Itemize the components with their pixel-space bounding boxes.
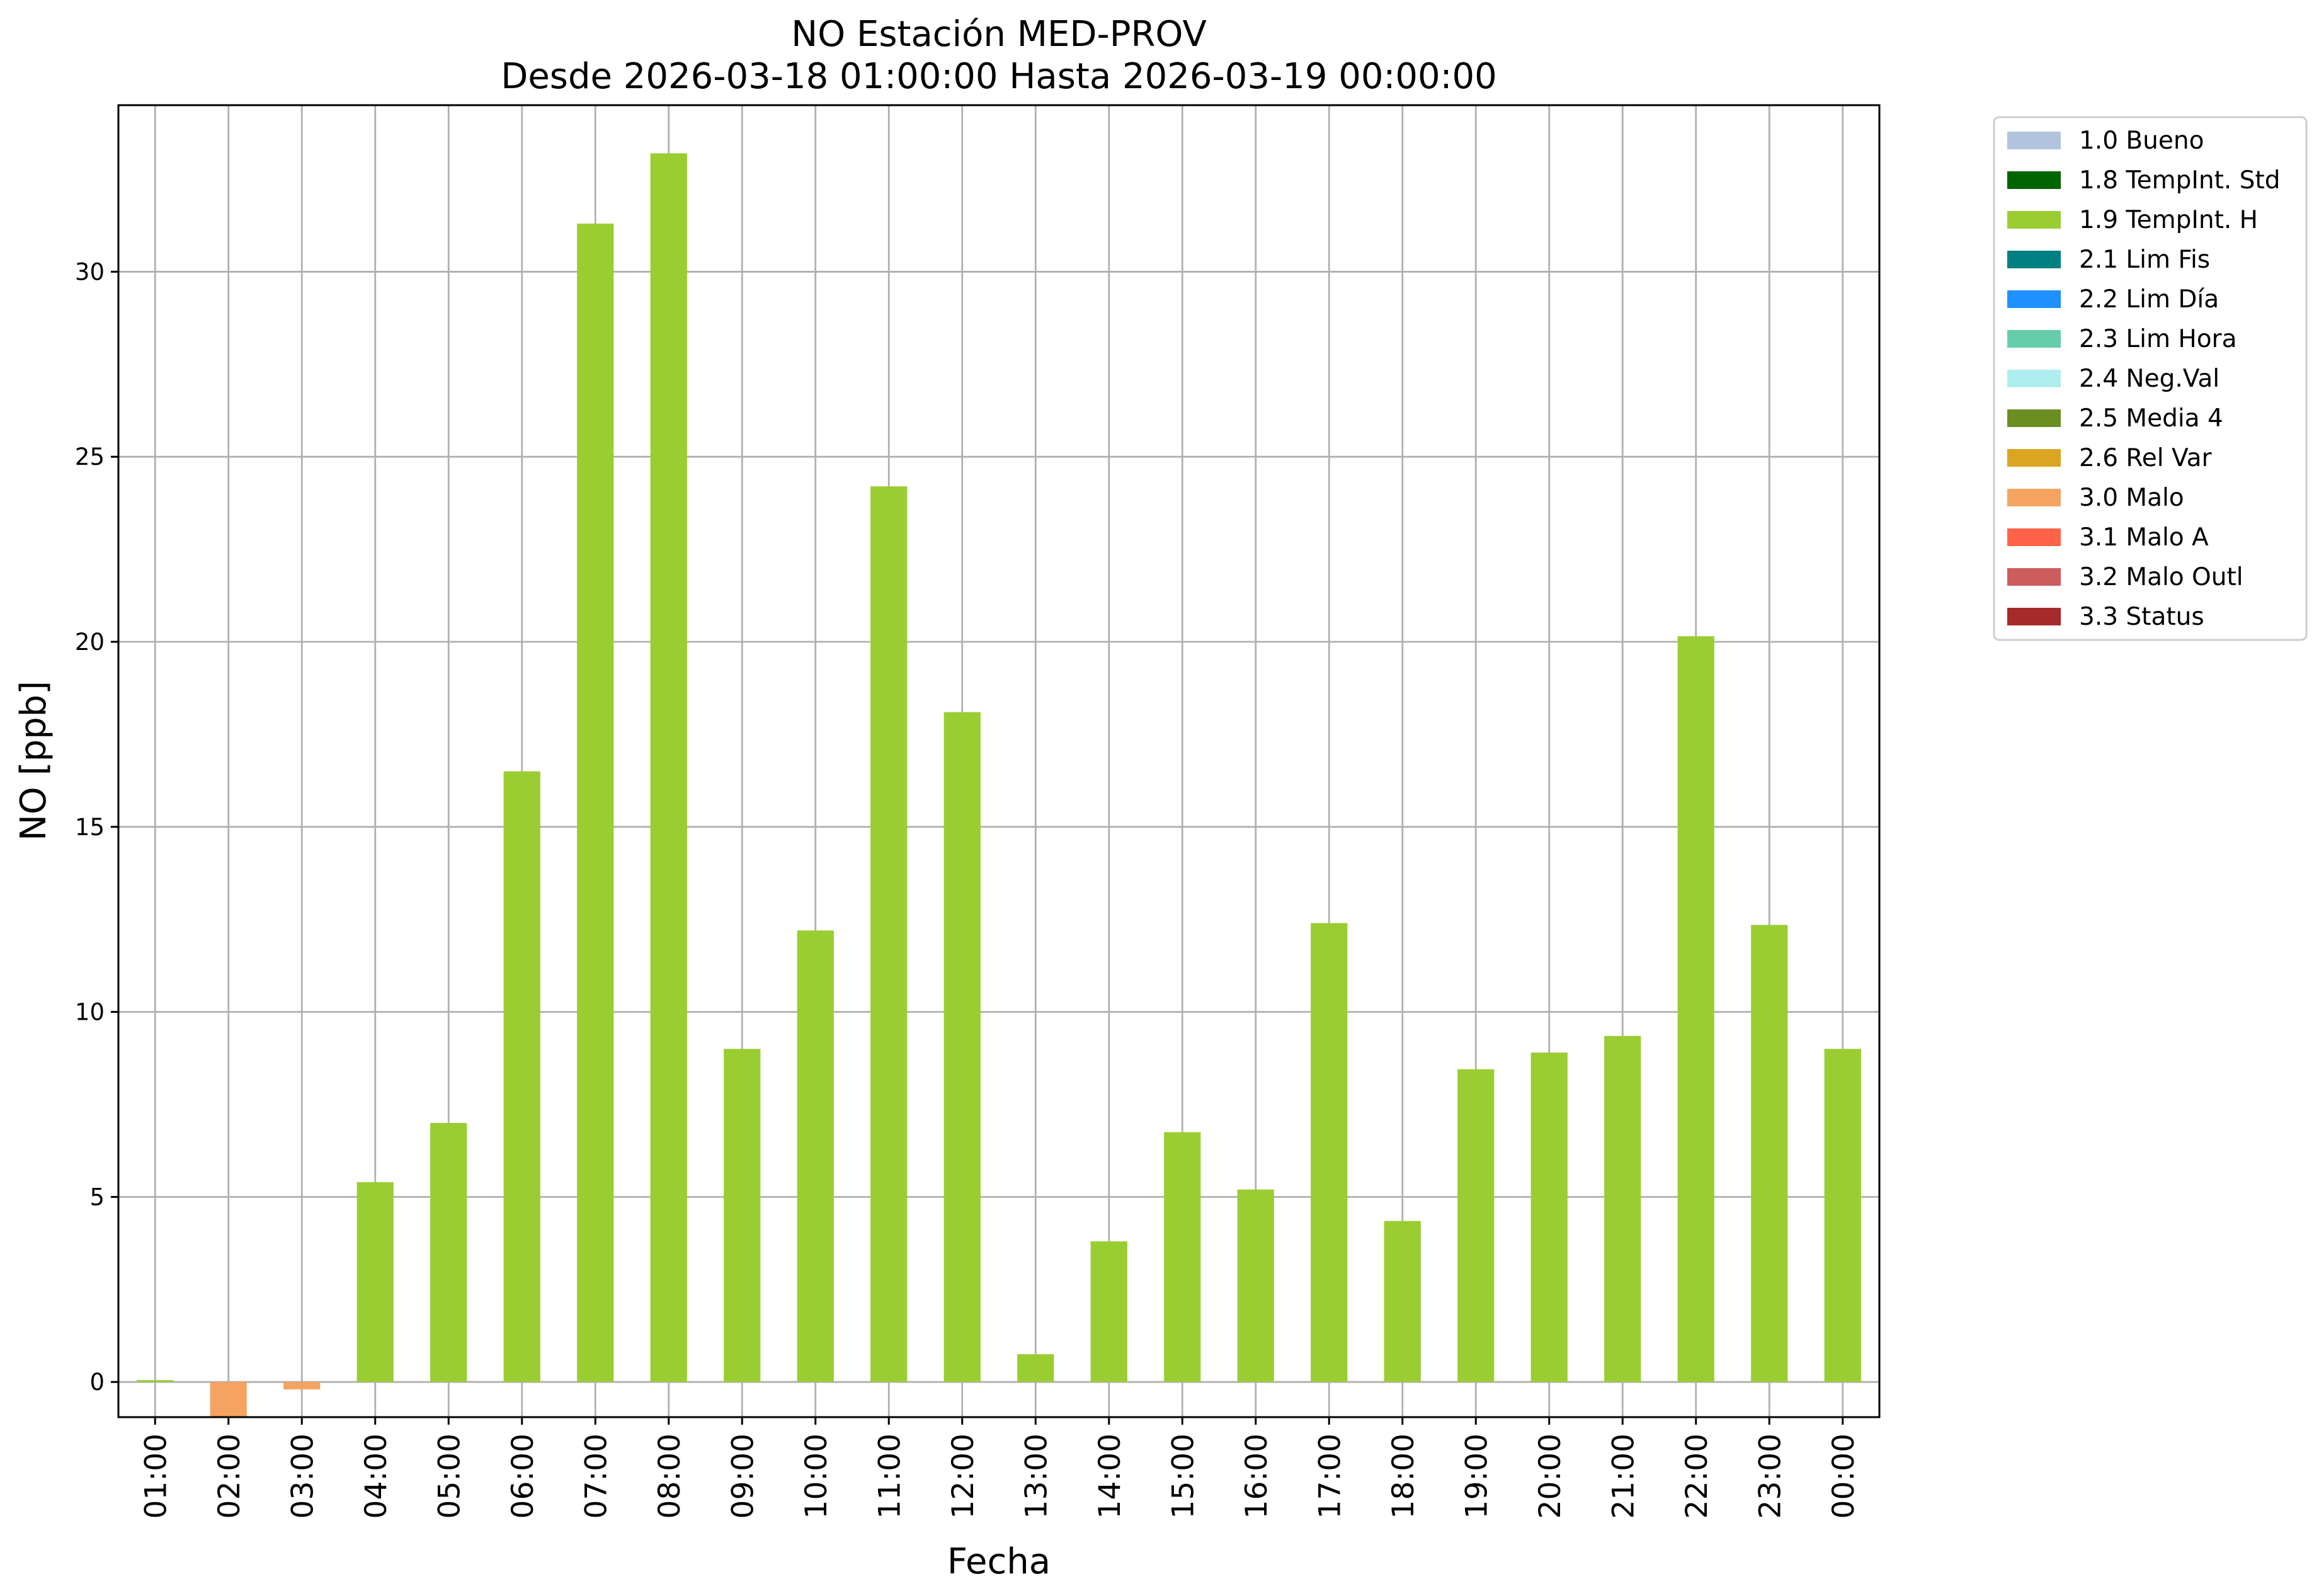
x-axis-ticks: 01:00 02:00 03:00 04:00 05:00 06:00 07:00 08:00… bbox=[139, 1417, 1861, 1519]
legend-label: 1.0 Bueno bbox=[2079, 127, 2204, 155]
legend-label: 2.1 Lim Fis bbox=[2079, 246, 2210, 274]
bar bbox=[1384, 1221, 1421, 1382]
legend-label: 2.3 Lim Hora bbox=[2079, 325, 2237, 353]
x-tick-label: 19:00 bbox=[1459, 1434, 1494, 1519]
x-tick-label: 18:00 bbox=[1386, 1434, 1421, 1519]
bar bbox=[1311, 923, 1348, 1382]
x-tick-label: 00:00 bbox=[1826, 1434, 1861, 1519]
legend-swatch bbox=[2007, 489, 2061, 506]
bar bbox=[1604, 1035, 1641, 1382]
bar bbox=[943, 712, 981, 1382]
x-tick-label: 22:00 bbox=[1680, 1434, 1714, 1519]
bar bbox=[356, 1182, 394, 1382]
y-tick-label: 0 bbox=[89, 1369, 105, 1396]
x-axis-label: Fecha bbox=[947, 1541, 1051, 1582]
x-tick-label: 03:00 bbox=[285, 1434, 320, 1519]
bar bbox=[503, 771, 540, 1382]
bar bbox=[577, 224, 614, 1382]
legend-label: 3.0 Malo bbox=[2079, 484, 2184, 512]
legend-swatch bbox=[2007, 370, 2061, 387]
y-tick-label: 15 bbox=[75, 814, 105, 841]
legend: 1.0 Bueno 1.8 TempInt. Std 1.9 TempInt. H 2… bbox=[1993, 116, 2308, 641]
legend-label: 3.1 Malo A bbox=[2079, 523, 2209, 552]
legend-frame bbox=[1993, 116, 2308, 641]
x-tick-label: 15:00 bbox=[1166, 1434, 1200, 1519]
legend-swatch bbox=[2007, 251, 2061, 268]
y-axis-ticks: 0 5 10 15 20 25 30 bbox=[75, 258, 118, 1396]
legend-swatch bbox=[2007, 608, 2061, 625]
bar bbox=[1530, 1052, 1568, 1382]
bar bbox=[797, 930, 834, 1382]
x-tick-label: 11:00 bbox=[872, 1434, 907, 1519]
bar bbox=[724, 1049, 761, 1382]
legend-label: 2.2 Lim Día bbox=[2079, 285, 2219, 314]
legend-swatch bbox=[2007, 211, 2061, 229]
x-tick-label: 05:00 bbox=[432, 1434, 467, 1519]
x-tick-label: 23:00 bbox=[1753, 1434, 1787, 1519]
bar bbox=[650, 153, 687, 1382]
x-tick-label: 02:00 bbox=[212, 1434, 247, 1519]
legend-swatch bbox=[2007, 290, 2061, 308]
bar bbox=[1164, 1132, 1201, 1382]
bar bbox=[210, 1382, 247, 1417]
bar-series bbox=[137, 153, 1861, 1417]
x-tick-label: 07:00 bbox=[579, 1434, 613, 1519]
bar bbox=[1017, 1354, 1054, 1382]
legend-swatch bbox=[2007, 132, 2061, 149]
bar bbox=[283, 1382, 321, 1389]
legend-swatch bbox=[2007, 449, 2061, 467]
legend-swatch bbox=[2007, 409, 2061, 427]
plot-frame bbox=[117, 104, 1881, 1418]
y-tick-label: 30 bbox=[75, 258, 105, 285]
legend-label: 3.3 Status bbox=[2079, 603, 2204, 631]
x-tick-label: 06:00 bbox=[506, 1434, 540, 1519]
y-tick-label: 20 bbox=[75, 629, 105, 656]
x-tick-label: 21:00 bbox=[1606, 1434, 1641, 1519]
x-tick-label: 20:00 bbox=[1533, 1434, 1568, 1519]
y-tick-label: 5 bbox=[89, 1183, 105, 1211]
chart-subtitle: Desde 2026-03-18 01:00:00 Hasta 2026-03-… bbox=[501, 56, 1497, 97]
legend-swatch bbox=[2007, 171, 2061, 189]
bar bbox=[1237, 1189, 1274, 1382]
bar bbox=[137, 1380, 174, 1382]
x-tick-label: 12:00 bbox=[946, 1434, 981, 1519]
bar bbox=[430, 1122, 467, 1382]
x-tick-label: 04:00 bbox=[359, 1434, 394, 1519]
legend-label: 2.5 Media 4 bbox=[2079, 404, 2223, 433]
x-tick-label: 16:00 bbox=[1239, 1434, 1274, 1519]
x-tick-label: 09:00 bbox=[726, 1434, 760, 1519]
bar bbox=[1677, 636, 1714, 1382]
x-tick-label: 13:00 bbox=[1019, 1434, 1054, 1519]
bar bbox=[1751, 925, 1788, 1382]
bar bbox=[1824, 1049, 1861, 1382]
legend-label: 2.4 Neg.Val bbox=[2079, 365, 2219, 393]
bar bbox=[1090, 1241, 1127, 1382]
legend-swatch bbox=[2007, 330, 2061, 348]
x-tick-label: 17:00 bbox=[1313, 1434, 1347, 1519]
bar bbox=[870, 486, 908, 1382]
y-tick-label: 10 bbox=[75, 999, 105, 1026]
chart-title: NO Estación MED-PROV bbox=[791, 14, 1207, 55]
x-tick-label: 10:00 bbox=[799, 1434, 834, 1519]
x-tick-label: 14:00 bbox=[1093, 1434, 1127, 1519]
legend-swatch bbox=[2007, 528, 2061, 546]
y-tick-label: 25 bbox=[75, 443, 105, 470]
legend-label: 2.6 Rel Var bbox=[2079, 444, 2213, 472]
y-axis-label: NO [ppb] bbox=[13, 681, 54, 841]
x-tick-label: 08:00 bbox=[652, 1434, 687, 1519]
bar bbox=[1457, 1069, 1495, 1382]
legend-swatch bbox=[2007, 568, 2061, 586]
legend-label: 1.9 TempInt. H bbox=[2079, 206, 2258, 234]
legend-label: 1.8 TempInt. Std bbox=[2079, 166, 2280, 195]
x-tick-label: 01:00 bbox=[139, 1434, 173, 1519]
legend-label: 3.2 Malo Outl bbox=[2079, 563, 2243, 591]
